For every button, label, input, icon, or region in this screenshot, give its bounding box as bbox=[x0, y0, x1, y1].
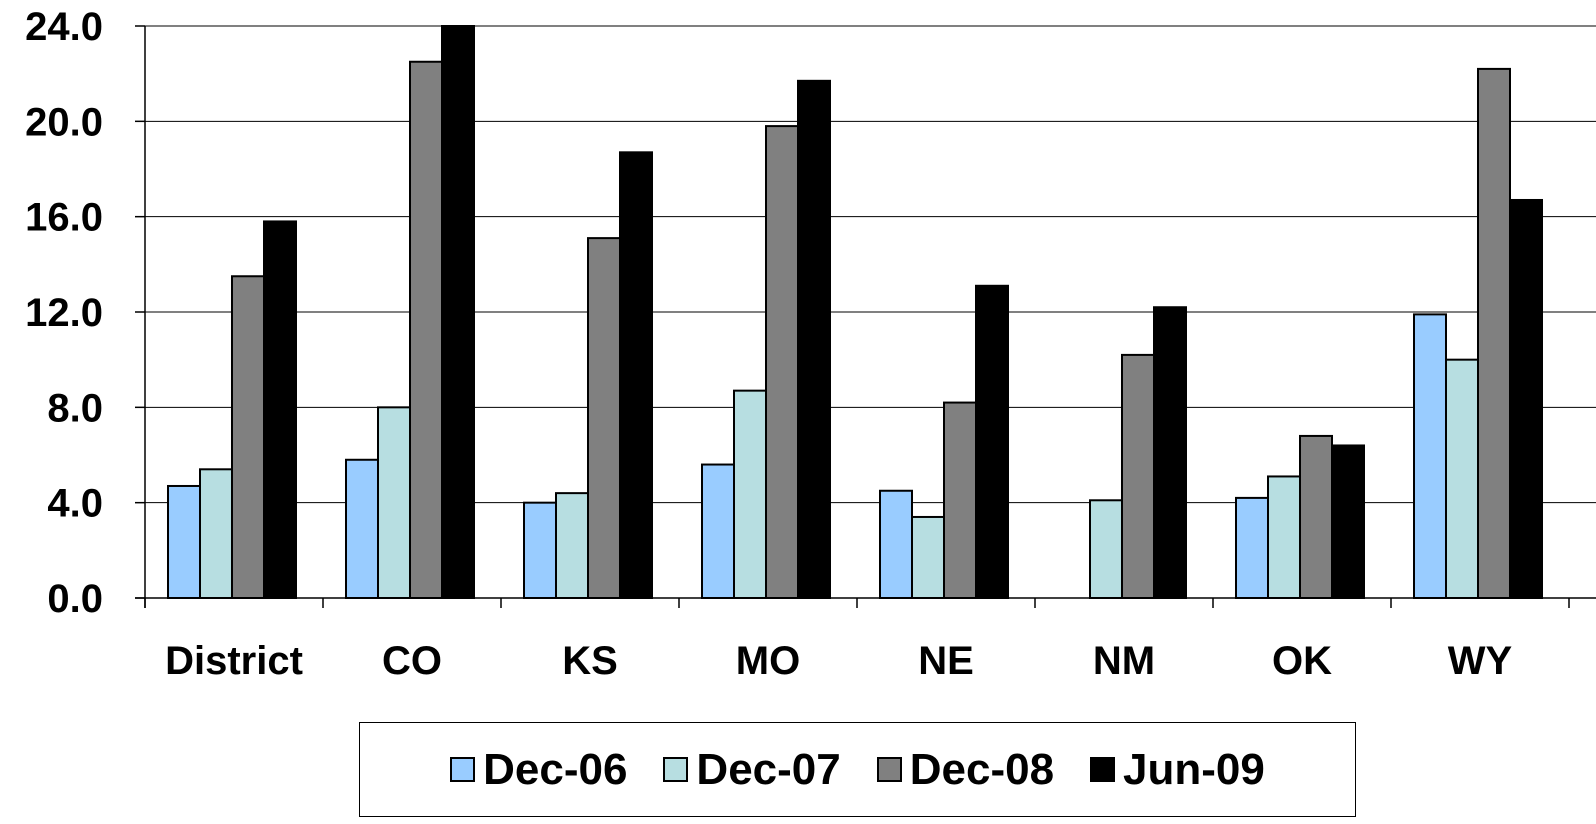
bar-dec-08-mo bbox=[765, 125, 799, 599]
bar-dec-08-co bbox=[409, 60, 443, 599]
legend-label: Dec-06 bbox=[483, 744, 628, 794]
y-tick-label: 24.0 bbox=[25, 5, 103, 49]
bar-dec-07-district bbox=[199, 468, 233, 599]
legend-label: Dec-08 bbox=[909, 744, 1055, 794]
bar-dec-08-wy bbox=[1477, 67, 1511, 599]
y-tick-label: 4.0 bbox=[47, 482, 103, 526]
bar-dec-07-mo bbox=[733, 389, 767, 599]
x-tick-label: OK bbox=[1272, 639, 1332, 683]
bar-dec-08-nm bbox=[1121, 353, 1155, 599]
bar-dec-07-ne bbox=[911, 515, 945, 600]
legend-label: Dec-07 bbox=[696, 744, 841, 794]
bar-dec-06-co bbox=[345, 458, 379, 599]
legend-item: Dec-08 bbox=[876, 744, 1055, 794]
bar-jun-09-wy bbox=[1509, 198, 1543, 599]
bar-dec-07-ks bbox=[555, 492, 589, 599]
bar-dec-06-ok bbox=[1235, 496, 1269, 599]
chart-legend: Dec-06 Dec-07 Dec-08 Jun-09 bbox=[359, 722, 1356, 817]
x-tick-label: KS bbox=[562, 639, 618, 683]
bar-dec-08-ok bbox=[1299, 434, 1333, 599]
bar-dec-06-mo bbox=[701, 463, 735, 599]
x-tick-label: MO bbox=[736, 639, 800, 683]
y-tick-label: 8.0 bbox=[47, 386, 103, 430]
bar-dec-08-ks bbox=[587, 237, 621, 599]
legend-item: Dec-07 bbox=[663, 744, 841, 794]
legend-swatch bbox=[1090, 757, 1116, 782]
bar-dec-06-ne bbox=[879, 489, 913, 599]
bar-dec-07-wy bbox=[1445, 358, 1479, 599]
legend-swatch bbox=[876, 757, 902, 782]
bar-jun-09-nm bbox=[1153, 306, 1187, 599]
x-tick-label: District bbox=[165, 639, 303, 683]
bar-dec-07-ok bbox=[1267, 475, 1301, 600]
bar-dec-06-ks bbox=[523, 501, 557, 599]
bar-jun-09-district bbox=[263, 220, 297, 600]
y-tick-label: 20.0 bbox=[25, 100, 103, 144]
tick-labels: 0.0 4.0 8.0 12.0 16.0 20.0 24.0 District CO KS MO N… bbox=[25, 5, 1512, 683]
x-tick-label: WY bbox=[1448, 639, 1513, 683]
legend-swatch bbox=[663, 757, 689, 782]
bar-dec-08-district bbox=[231, 275, 265, 599]
y-tick-label: 0.0 bbox=[47, 577, 103, 621]
y-tick-label: 16.0 bbox=[25, 196, 103, 240]
bar-jun-09-mo bbox=[797, 79, 831, 600]
bar-dec-08-ne bbox=[943, 401, 977, 600]
bar-jun-09-ks bbox=[619, 151, 653, 599]
y-tick-label: 12.0 bbox=[25, 291, 103, 335]
legend-item: Dec-06 bbox=[450, 744, 628, 794]
legend-label: Jun-09 bbox=[1123, 744, 1265, 794]
gridlines bbox=[145, 25, 1596, 504]
bar-dec-07-nm bbox=[1089, 499, 1123, 599]
x-tick-label: NE bbox=[918, 639, 974, 683]
legend-item: Jun-09 bbox=[1090, 744, 1265, 794]
bar-jun-09-co bbox=[441, 25, 475, 599]
bar-jun-09-ok bbox=[1331, 444, 1365, 600]
legend-swatch bbox=[450, 757, 476, 782]
x-tick-label: CO bbox=[382, 639, 442, 683]
bar-jun-09-ne bbox=[975, 284, 1009, 599]
bars bbox=[167, 25, 1543, 600]
bar-dec-07-co bbox=[377, 406, 411, 600]
bar-dec-06-wy bbox=[1413, 313, 1447, 599]
bar-dec-06-district bbox=[167, 484, 201, 600]
x-tick-label: NM bbox=[1093, 639, 1155, 683]
axes bbox=[135, 25, 1596, 608]
